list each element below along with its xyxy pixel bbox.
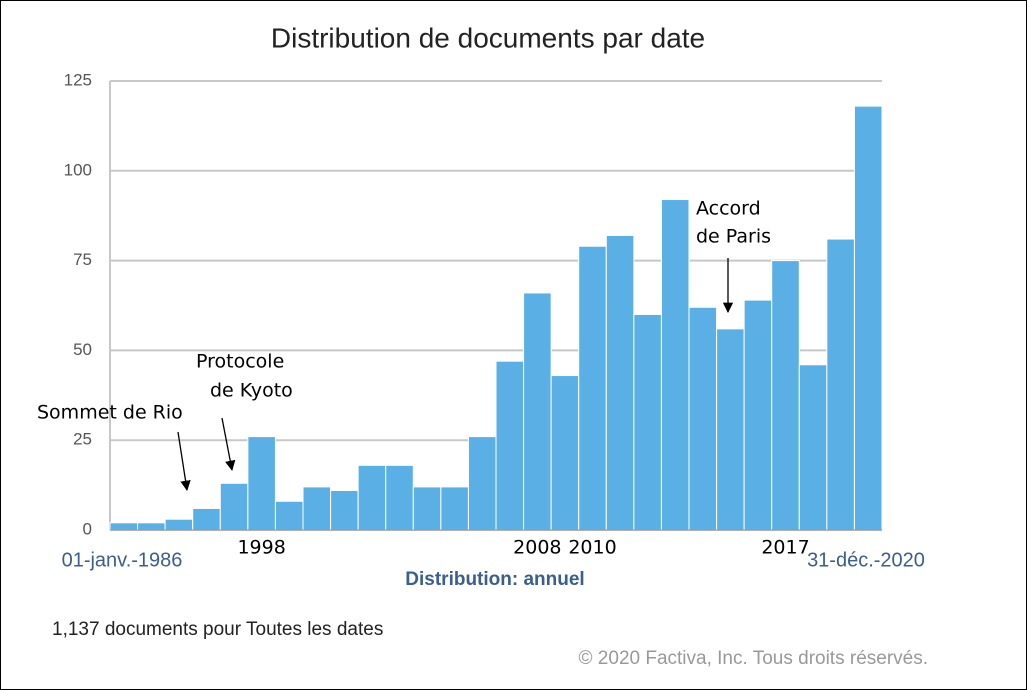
- annotation-text: Protocole: [196, 351, 284, 373]
- chart-title: Distribution de documents par date: [271, 22, 705, 53]
- bar: [412, 486, 442, 531]
- bar: [826, 238, 855, 531]
- y-tick-label: 75: [73, 250, 92, 269]
- bar: [798, 364, 828, 531]
- bar: [274, 500, 304, 531]
- x-start-label: 01-janv.-1986: [62, 549, 183, 571]
- annotation-arrow: [177, 431, 191, 492]
- x-tick-label: 2010: [568, 537, 616, 559]
- bar: [853, 105, 883, 531]
- annotation-text: Sommet de Rio: [37, 402, 183, 424]
- footer: 1,137 documents pour Toutes les dates: [52, 619, 383, 640]
- y-tick-label: 25: [73, 430, 92, 449]
- bar: [495, 360, 525, 531]
- x-end-label: 31-déc.-2020: [807, 549, 925, 571]
- bar: [219, 482, 249, 531]
- x-tick-label: 1998: [237, 537, 285, 559]
- bar: [357, 464, 387, 531]
- bar: [467, 436, 497, 531]
- bar: [550, 375, 580, 531]
- x-tick-label: 2017: [761, 537, 809, 559]
- bar: [440, 486, 469, 531]
- x-axis-label: Distribution: annuel: [405, 569, 584, 590]
- bar: [578, 245, 607, 531]
- copyright: © 2020 Factiva, Inc. Tous droits réservé…: [579, 648, 928, 669]
- bar: [605, 234, 635, 531]
- bar: [137, 522, 166, 531]
- annotation-arrow: [221, 417, 236, 472]
- annotation-text: de Kyoto: [210, 380, 293, 402]
- bar: [109, 522, 139, 531]
- bar: [716, 328, 745, 531]
- bar: [771, 260, 800, 531]
- bar: [385, 464, 414, 531]
- bar: [247, 436, 276, 531]
- y-tick-label: 50: [73, 340, 92, 359]
- x-tick-label: 2008: [513, 537, 561, 559]
- bar: [633, 313, 662, 531]
- annotation-text: Accord: [696, 198, 761, 220]
- bar: [330, 489, 359, 531]
- bar: [660, 199, 690, 531]
- bar: [164, 518, 194, 531]
- annotation-text: de Paris: [696, 226, 771, 248]
- y-tick-label: 100: [64, 160, 92, 179]
- bar: [302, 486, 332, 531]
- bar: [523, 292, 552, 531]
- bar: [688, 306, 718, 531]
- y-tick-label: 0: [83, 519, 92, 538]
- y-tick-label: 125: [64, 70, 92, 89]
- bar: [192, 507, 221, 531]
- bar: [743, 299, 773, 531]
